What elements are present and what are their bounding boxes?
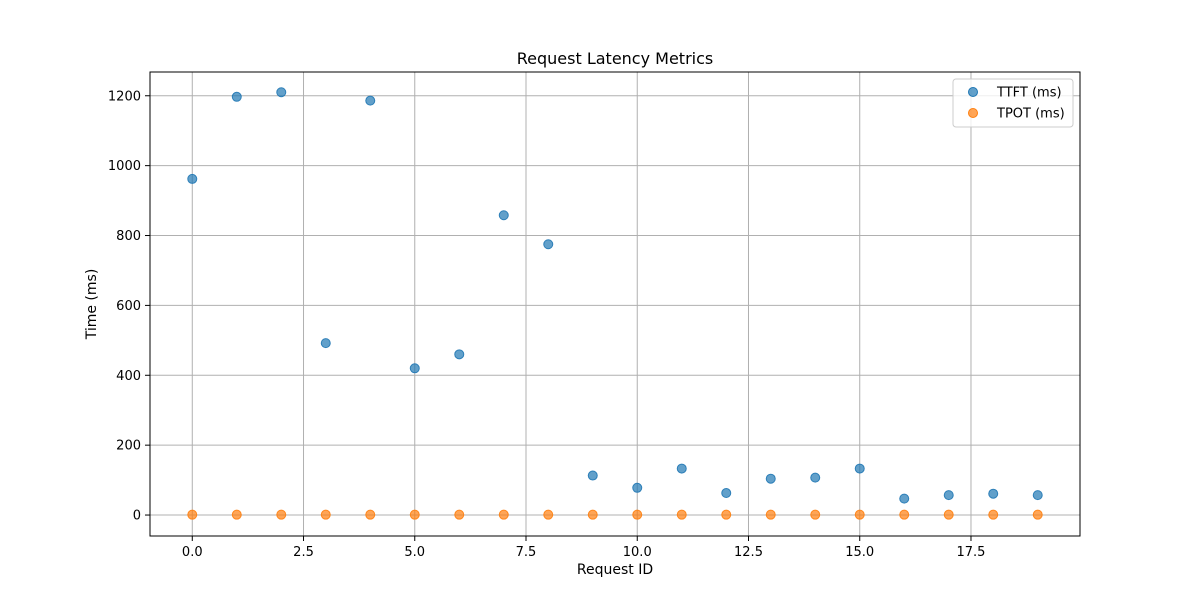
tpot-point	[810, 509, 821, 520]
tpot-point	[1032, 509, 1043, 520]
data-points	[187, 87, 1043, 520]
y-axis-label: Time (ms)	[84, 269, 100, 341]
y-tick-label: 1200	[108, 89, 141, 104]
x-tick-label: 15.0	[845, 545, 874, 560]
ttft-point	[231, 91, 242, 102]
x-tick-label: 17.5	[957, 545, 986, 560]
ttft-point	[632, 482, 643, 493]
x-tick-label: 7.5	[516, 545, 537, 560]
ttft-point	[498, 210, 509, 221]
tpot-point	[276, 509, 287, 520]
ttft-point	[187, 173, 198, 184]
ttft-point	[587, 470, 598, 481]
x-tick-label: 12.5	[734, 545, 763, 560]
grid	[150, 72, 1080, 536]
ttft-point	[676, 463, 687, 474]
legend-label-ttft: TTFT (ms)	[996, 86, 1062, 101]
ttft-point	[988, 488, 999, 499]
ttft-point	[943, 490, 954, 501]
legend-label-tpot: TPOT (ms)	[996, 107, 1065, 122]
tpot-point	[943, 509, 954, 520]
x-tick-label: 0.0	[182, 545, 203, 560]
tpot-point	[765, 509, 776, 520]
ttft-point	[320, 338, 331, 349]
ttft-point	[810, 472, 821, 483]
series-ttft	[187, 87, 1043, 504]
y-tick-label: 800	[116, 229, 141, 244]
x-tick-label: 2.5	[293, 545, 314, 560]
x-axis-ticks: 0.0 2.5 5.0 7.5 10.0 12.5 15.0 17.5	[182, 536, 986, 560]
ttft-point	[1032, 490, 1043, 501]
ttft-point	[854, 463, 865, 474]
y-axis-ticks: 0 200 400 600 800 1000 1200	[108, 89, 150, 524]
tpot-point	[543, 509, 554, 520]
y-tick-label: 1000	[108, 159, 141, 174]
tpot-point	[187, 509, 198, 520]
tpot-point	[632, 509, 643, 520]
tpot-point	[320, 509, 331, 520]
legend-box	[952, 78, 1074, 128]
x-tick-label: 10.0	[623, 545, 652, 560]
x-tick-label: 5.0	[404, 545, 425, 560]
legend-marker-ttft	[968, 87, 978, 97]
chart-title: Request Latency Metrics	[517, 49, 713, 68]
ttft-point	[899, 493, 910, 504]
ttft-point	[276, 87, 287, 98]
tpot-point	[988, 509, 999, 520]
tpot-point	[676, 509, 687, 520]
tpot-point	[899, 509, 910, 520]
y-tick-label: 200	[116, 439, 141, 454]
tpot-point	[231, 509, 242, 520]
y-tick-label: 0	[133, 509, 141, 524]
ttft-point	[454, 349, 465, 360]
x-axis-label: Request ID	[577, 562, 653, 578]
tpot-point	[854, 509, 865, 520]
legend: TTFT (ms) TPOT (ms)	[952, 78, 1074, 128]
tpot-point	[365, 509, 376, 520]
ttft-point	[543, 239, 554, 250]
ttft-point	[765, 473, 776, 484]
tpot-point	[454, 509, 465, 520]
plot-area-frame	[149, 71, 1081, 537]
tpot-point	[587, 509, 598, 520]
tpot-point	[409, 509, 420, 520]
y-tick-label: 400	[116, 369, 141, 384]
ttft-point	[365, 95, 376, 106]
legend-marker-tpot	[968, 108, 978, 118]
y-tick-label: 600	[116, 299, 141, 314]
series-tpot	[187, 509, 1043, 520]
tpot-point	[498, 509, 509, 520]
ttft-point	[409, 363, 420, 374]
ttft-point	[721, 488, 732, 499]
tpot-point	[721, 509, 732, 520]
